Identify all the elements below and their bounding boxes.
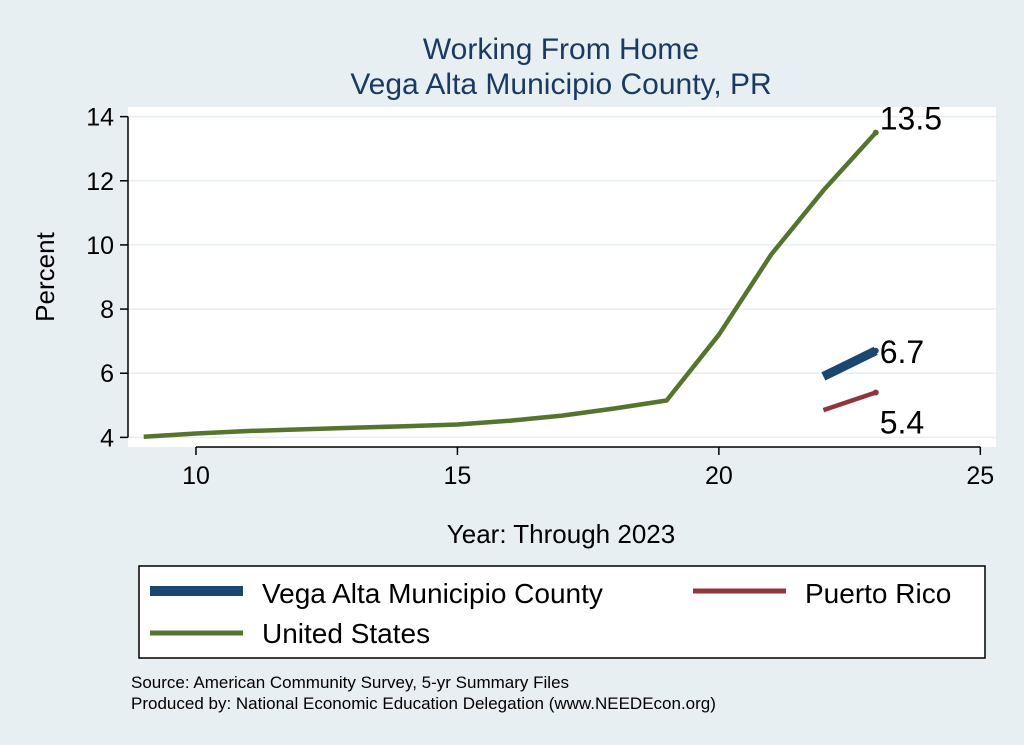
data-label-united-states: 13.5: [880, 101, 942, 137]
legend-box: [138, 565, 986, 659]
y-tick-label: 8: [100, 296, 114, 324]
axes: 4 6 8 10 12 14 10 15 20 25: [86, 104, 994, 490]
y-tick-label: 12: [86, 168, 114, 196]
y-tick-label: 6: [100, 360, 114, 388]
chart-title: Working From Home: [423, 33, 699, 66]
x-tick-label: 10: [182, 462, 210, 490]
x-axis-label: Year: Through 2023: [447, 519, 675, 549]
series-end-point-puerto-rico: [872, 389, 879, 396]
plot-area: [128, 107, 996, 447]
gridlines: [128, 115, 996, 439]
series-layer: [143, 129, 879, 439]
x-tick-label: 25: [966, 462, 994, 490]
series-line-united-states: [143, 131, 878, 439]
legend: Vega Alta Municipio County Puerto Rico U…: [138, 565, 986, 659]
data-label-puerto-rico: 5.4: [880, 404, 924, 440]
series-end-point-vega-alta-municipio-county: [872, 347, 879, 354]
series-line-puerto-rico: [822, 390, 877, 413]
source-line-2: Produced by: National Economic Education…: [131, 694, 716, 713]
x-tick-label: 20: [705, 462, 733, 490]
y-tick-label: 10: [86, 232, 114, 260]
source-line-1: Source: American Community Survey, 5-yr …: [131, 673, 569, 692]
series-end-point-united-states: [872, 129, 879, 136]
x-tick-label: 15: [444, 462, 472, 490]
chart-subtitle: Vega Alta Municipio County, PR: [350, 68, 771, 101]
y-axis-label: Percent: [30, 231, 60, 321]
data-label-vega-alta-municipio-county: 6.7: [880, 334, 924, 370]
legend-label-vega-alta: Vega Alta Municipio County: [262, 578, 603, 609]
y-tick-label: 14: [86, 104, 114, 132]
series-line-vega-alta-municipio-county: [821, 346, 878, 381]
legend-label-united-states: United States: [262, 618, 430, 649]
data-labels: 6.7 5.4 13.5: [880, 101, 942, 441]
legend-label-puerto-rico: Puerto Rico: [805, 578, 951, 609]
y-tick-label: 4: [100, 424, 114, 452]
